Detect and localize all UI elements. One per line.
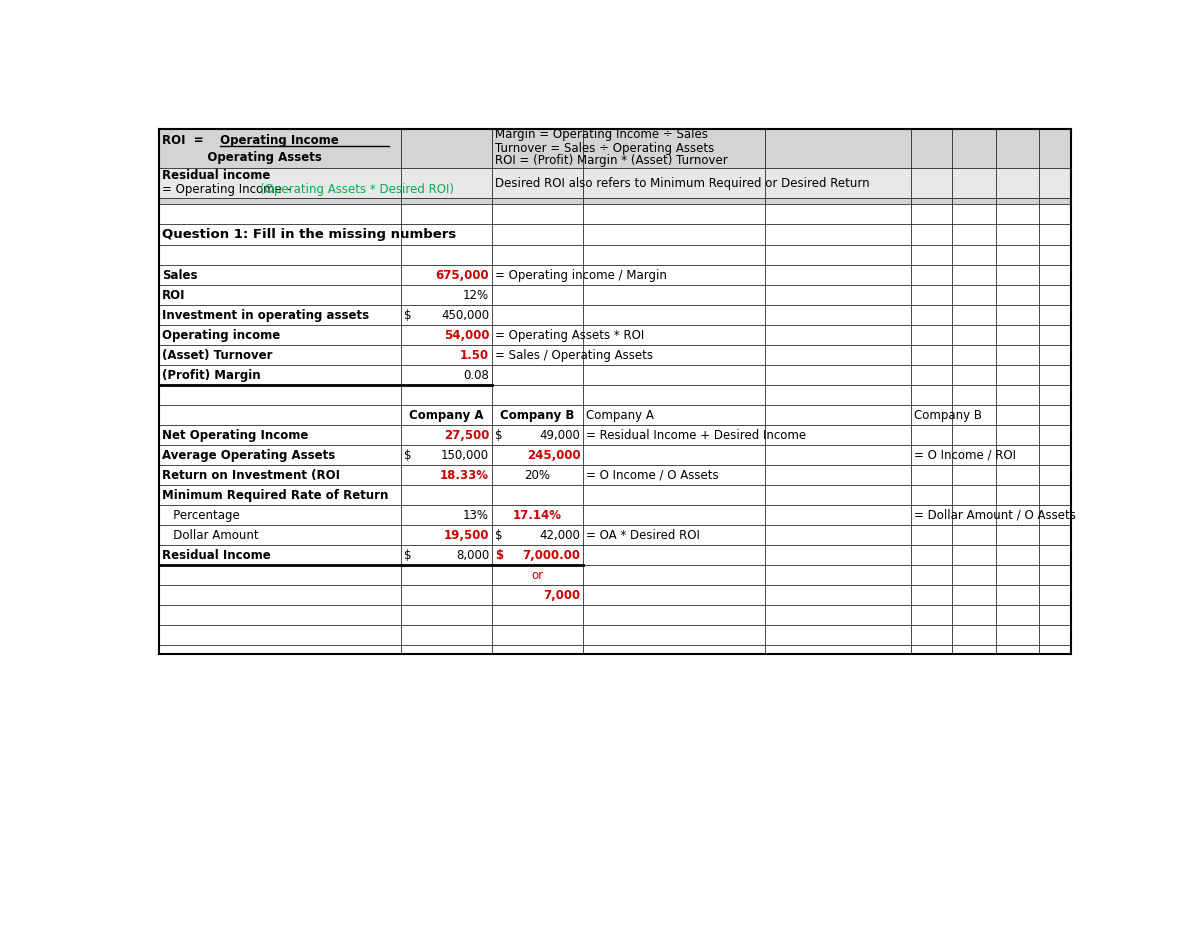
Text: Percentage: Percentage — [162, 509, 240, 522]
Text: Question 1: Fill in the missing numbers: Question 1: Fill in the missing numbers — [162, 228, 456, 241]
Text: 18.33%: 18.33% — [440, 469, 490, 482]
Text: 245,000: 245,000 — [527, 449, 581, 462]
Text: 1.50: 1.50 — [460, 349, 490, 362]
Text: $: $ — [494, 429, 503, 442]
Bar — [160, 129, 1070, 169]
Text: Company A: Company A — [586, 409, 654, 422]
Text: Operating income: Operating income — [162, 329, 281, 342]
Text: or: or — [532, 568, 544, 582]
Text: 450,000: 450,000 — [442, 309, 490, 322]
Text: Residual income: Residual income — [162, 170, 270, 183]
Text: Return on Investment (ROI: Return on Investment (ROI — [162, 469, 340, 482]
Text: = O Income / O Assets: = O Income / O Assets — [586, 469, 719, 482]
Text: = OA * Desired ROI: = OA * Desired ROI — [586, 528, 700, 541]
Text: (Asset) Turnover: (Asset) Turnover — [162, 349, 272, 362]
Text: $: $ — [494, 549, 503, 562]
Text: ROI: ROI — [162, 289, 186, 302]
Text: ROI  =    Operating Income: ROI = Operating Income — [162, 133, 338, 146]
Text: 17.14%: 17.14% — [514, 509, 562, 522]
Text: Minimum Required Rate of Return: Minimum Required Rate of Return — [162, 489, 389, 502]
Text: Operating Assets: Operating Assets — [162, 151, 322, 164]
Text: $: $ — [403, 549, 412, 562]
Text: 12%: 12% — [463, 289, 490, 302]
Text: Residual Income: Residual Income — [162, 549, 271, 562]
Text: = Sales / Operating Assets: = Sales / Operating Assets — [494, 349, 653, 362]
Text: ROI = (Profit) Margin * (Asset) Turnover: ROI = (Profit) Margin * (Asset) Turnover — [494, 155, 727, 168]
Text: = Operating income / Margin: = Operating income / Margin — [494, 269, 667, 282]
Text: 20%: 20% — [524, 469, 551, 482]
Text: Net Operating Income: Net Operating Income — [162, 429, 308, 442]
Text: 54,000: 54,000 — [444, 329, 490, 342]
Text: = O Income / ROI: = O Income / ROI — [914, 449, 1016, 462]
Text: 19,500: 19,500 — [444, 528, 490, 541]
Text: 150,000: 150,000 — [442, 449, 490, 462]
Text: (Operating Assets * Desired ROI): (Operating Assets * Desired ROI) — [259, 184, 454, 197]
Text: (Profit) Margin: (Profit) Margin — [162, 369, 260, 382]
Text: 42,000: 42,000 — [540, 528, 581, 541]
Text: Average Operating Assets: Average Operating Assets — [162, 449, 335, 462]
Text: = Residual Income + Desired Income: = Residual Income + Desired Income — [586, 429, 806, 442]
Text: Dollar Amount: Dollar Amount — [162, 528, 259, 541]
Text: Company A: Company A — [409, 409, 484, 422]
Text: Desired ROI also refers to Minimum Required or Desired Return: Desired ROI also refers to Minimum Requi… — [494, 177, 869, 190]
Text: Company B: Company B — [500, 409, 575, 422]
Text: 13%: 13% — [463, 509, 490, 522]
Text: Company B: Company B — [914, 409, 982, 422]
Text: $: $ — [403, 309, 412, 322]
Bar — [160, 198, 1070, 204]
Text: $: $ — [494, 528, 503, 541]
Text: 49,000: 49,000 — [540, 429, 581, 442]
Text: 0.08: 0.08 — [463, 369, 490, 382]
Text: $: $ — [403, 449, 412, 462]
Text: 8,000: 8,000 — [456, 549, 490, 562]
Text: 27,500: 27,500 — [444, 429, 490, 442]
Text: 675,000: 675,000 — [436, 269, 490, 282]
Text: = Operating Income –: = Operating Income – — [162, 184, 299, 197]
Text: = Operating Assets * ROI: = Operating Assets * ROI — [494, 329, 644, 342]
Text: = Dollar Amount / O Assets: = Dollar Amount / O Assets — [914, 509, 1076, 522]
Text: Sales: Sales — [162, 269, 198, 282]
Text: Investment in operating assets: Investment in operating assets — [162, 309, 370, 322]
Text: 7,000: 7,000 — [544, 589, 581, 602]
Text: Margin = Operating Income ÷ Sales: Margin = Operating Income ÷ Sales — [494, 128, 708, 141]
Text: Turnover = Sales ÷ Operating Assets: Turnover = Sales ÷ Operating Assets — [494, 142, 714, 155]
Bar — [160, 169, 1070, 198]
Text: 7,000.00: 7,000.00 — [522, 549, 581, 562]
